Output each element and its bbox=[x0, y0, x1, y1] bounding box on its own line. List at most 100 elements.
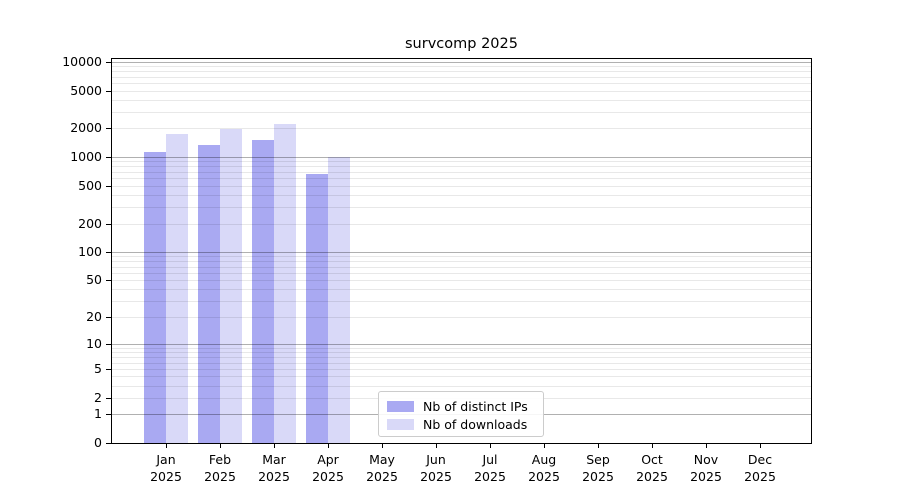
y-tick-label: 0 bbox=[94, 435, 102, 450]
plot-area: Nb of distinct IPs Nb of downloads bbox=[111, 58, 812, 444]
gridline-minor bbox=[112, 362, 811, 364]
gridline-minor bbox=[112, 272, 811, 274]
bar-downloads-apr bbox=[328, 156, 350, 443]
gridline-major bbox=[112, 157, 811, 159]
bar-ips-mar bbox=[252, 140, 274, 443]
y-tick-mark bbox=[106, 280, 111, 282]
gridline-minor bbox=[112, 111, 811, 113]
x-tick-label-jan: Jan 2025 bbox=[150, 452, 182, 484]
y-tick-label: 1000 bbox=[70, 149, 102, 165]
y-tick-label: 100 bbox=[78, 244, 102, 259]
y-tick-label: 5000 bbox=[70, 82, 102, 98]
gridline-minor bbox=[112, 256, 811, 258]
gridline-minor bbox=[112, 376, 811, 378]
x-tick-mark bbox=[760, 444, 761, 448]
gridline-minor bbox=[112, 166, 811, 168]
x-tick-mark bbox=[220, 444, 221, 448]
legend-swatch-downloads bbox=[387, 418, 414, 430]
chart-title: survcomp 2025 bbox=[405, 36, 518, 52]
x-tick-mark bbox=[598, 444, 599, 448]
legend-swatch-distinct-ips bbox=[387, 400, 414, 412]
gridline-minor bbox=[112, 356, 811, 358]
gridline-minor bbox=[112, 352, 811, 354]
legend-row-distinct-ips: Nb of distinct IPs bbox=[387, 397, 535, 415]
gridline-minor bbox=[112, 71, 811, 72]
gridline-major bbox=[112, 252, 811, 253]
legend-label-distinct-ips: Nb of distinct IPs bbox=[423, 398, 528, 414]
gridline-minor bbox=[112, 266, 811, 268]
y-tick-label: 200 bbox=[78, 215, 102, 231]
gridline-minor bbox=[112, 128, 811, 130]
bar-downloads-jan bbox=[166, 133, 188, 443]
x-tick-mark bbox=[328, 444, 329, 448]
gridline-major bbox=[112, 343, 811, 345]
gridline-minor bbox=[112, 194, 811, 196]
x-tick-mark bbox=[490, 444, 491, 448]
gridline-minor bbox=[112, 206, 811, 208]
legend: Nb of distinct IPs Nb of downloads bbox=[378, 391, 544, 437]
bar-ips-jan bbox=[144, 152, 166, 443]
gridline-minor bbox=[112, 289, 811, 291]
gridline-minor bbox=[112, 171, 811, 173]
gridline-minor bbox=[112, 185, 811, 187]
y-tick-label: 2000 bbox=[70, 120, 102, 136]
y-tick-mark bbox=[106, 397, 111, 399]
x-tick-label-jul: Jul 2025 bbox=[474, 452, 506, 484]
bar-downloads-feb bbox=[220, 129, 242, 443]
x-tick-mark bbox=[166, 444, 167, 448]
y-tick-mark bbox=[106, 414, 111, 416]
gridline-minor bbox=[112, 178, 811, 180]
y-tick-mark bbox=[106, 343, 111, 345]
gridline-minor bbox=[112, 300, 811, 302]
y-tick-label: 1 bbox=[94, 406, 102, 422]
x-tick-mark bbox=[706, 444, 707, 448]
x-tick-mark bbox=[544, 444, 545, 448]
gridline-minor bbox=[112, 223, 811, 225]
gridline-minor bbox=[112, 385, 811, 387]
gridline-major bbox=[112, 61, 811, 63]
x-tick-label-jun: Jun 2025 bbox=[420, 452, 452, 484]
x-tick-label-dec: Dec 2025 bbox=[744, 452, 776, 484]
gridline-minor bbox=[112, 76, 811, 78]
y-tick-mark bbox=[106, 223, 111, 225]
gridline-minor bbox=[112, 280, 811, 282]
y-tick-mark bbox=[106, 157, 111, 159]
gridline-minor bbox=[112, 82, 811, 84]
x-tick-label-may: May 2025 bbox=[366, 452, 398, 484]
gridline-minor bbox=[112, 347, 811, 349]
x-tick-label-sep: Sep 2025 bbox=[582, 452, 614, 484]
y-tick-label: 50 bbox=[86, 272, 102, 288]
y-tick-mark bbox=[106, 443, 111, 444]
gridline-minor bbox=[112, 99, 811, 101]
gridline-minor bbox=[112, 368, 811, 370]
x-tick-label-oct: Oct 2025 bbox=[636, 452, 668, 484]
gridline-minor bbox=[112, 317, 811, 318]
x-tick-label-nov: Nov 2025 bbox=[690, 452, 722, 484]
y-tick-label: 500 bbox=[78, 177, 102, 193]
y-tick-mark bbox=[106, 90, 111, 92]
y-tick-mark bbox=[106, 368, 111, 370]
x-tick-mark bbox=[652, 444, 653, 448]
x-tick-label-apr: Apr 2025 bbox=[312, 452, 344, 484]
x-tick-mark bbox=[274, 444, 275, 448]
y-tick-label: 10 bbox=[86, 335, 102, 351]
x-tick-mark bbox=[382, 444, 383, 448]
bar-ips-apr bbox=[306, 173, 328, 443]
y-tick-mark bbox=[106, 61, 111, 63]
bar-ips-feb bbox=[198, 144, 220, 443]
gridline-minor bbox=[112, 161, 811, 163]
gridline-minor bbox=[112, 66, 811, 68]
y-tick-mark bbox=[106, 128, 111, 130]
legend-label-downloads: Nb of downloads bbox=[423, 416, 528, 432]
y-tick-label: 2 bbox=[94, 389, 102, 405]
y-tick-label: 5 bbox=[94, 360, 102, 376]
legend-row-downloads: Nb of downloads bbox=[387, 415, 535, 433]
x-tick-label-feb: Feb 2025 bbox=[204, 452, 236, 484]
bar-downloads-mar bbox=[274, 123, 296, 443]
y-tick-mark bbox=[106, 317, 111, 318]
y-tick-label: 10000 bbox=[62, 53, 102, 69]
y-tick-mark bbox=[106, 252, 111, 253]
x-tick-label-aug: Aug 2025 bbox=[528, 452, 560, 484]
y-tick-mark bbox=[106, 185, 111, 187]
